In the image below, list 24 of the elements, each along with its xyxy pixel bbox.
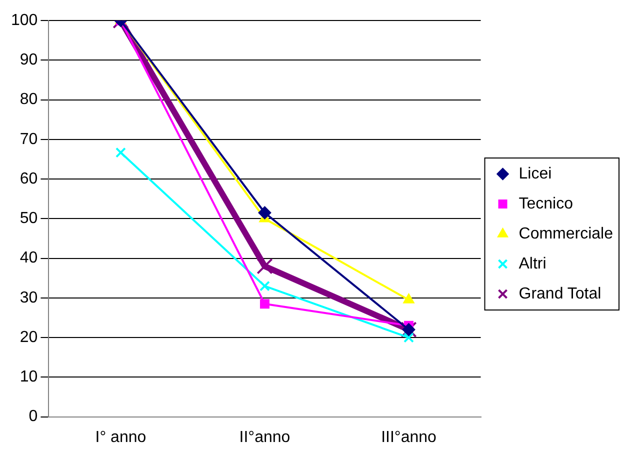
y-tick-label: 30	[20, 289, 38, 306]
y-tick-label: 50	[20, 210, 38, 228]
y-tick-label: 60	[20, 170, 38, 188]
point	[258, 206, 272, 220]
legend-label: Tecnico	[518, 195, 574, 212]
y-tick-label: 10	[20, 368, 38, 386]
y-tick-label: 0	[28, 408, 38, 426]
x-tick-label: I° anno	[95, 428, 146, 446]
y-tick-label: 100	[10, 12, 38, 30]
point	[404, 332, 414, 343]
y-tick-label: 80	[20, 91, 38, 108]
y-tick-label: 90	[20, 52, 38, 69]
legend-label: Grand Total	[518, 285, 602, 302]
point	[260, 299, 270, 309]
y-tick-label: 70	[20, 130, 38, 148]
legend-label: Altri	[518, 255, 546, 272]
point	[259, 280, 270, 292]
x-tick-label: II°anno	[239, 428, 290, 446]
legend-label: Commerciale	[518, 225, 614, 242]
y-tick-label: 40	[20, 250, 38, 267]
y-tick-label: 20	[20, 328, 38, 346]
x-tick-label: III°anno	[381, 428, 437, 446]
legend-label: Licei	[518, 165, 552, 182]
point	[256, 258, 273, 274]
